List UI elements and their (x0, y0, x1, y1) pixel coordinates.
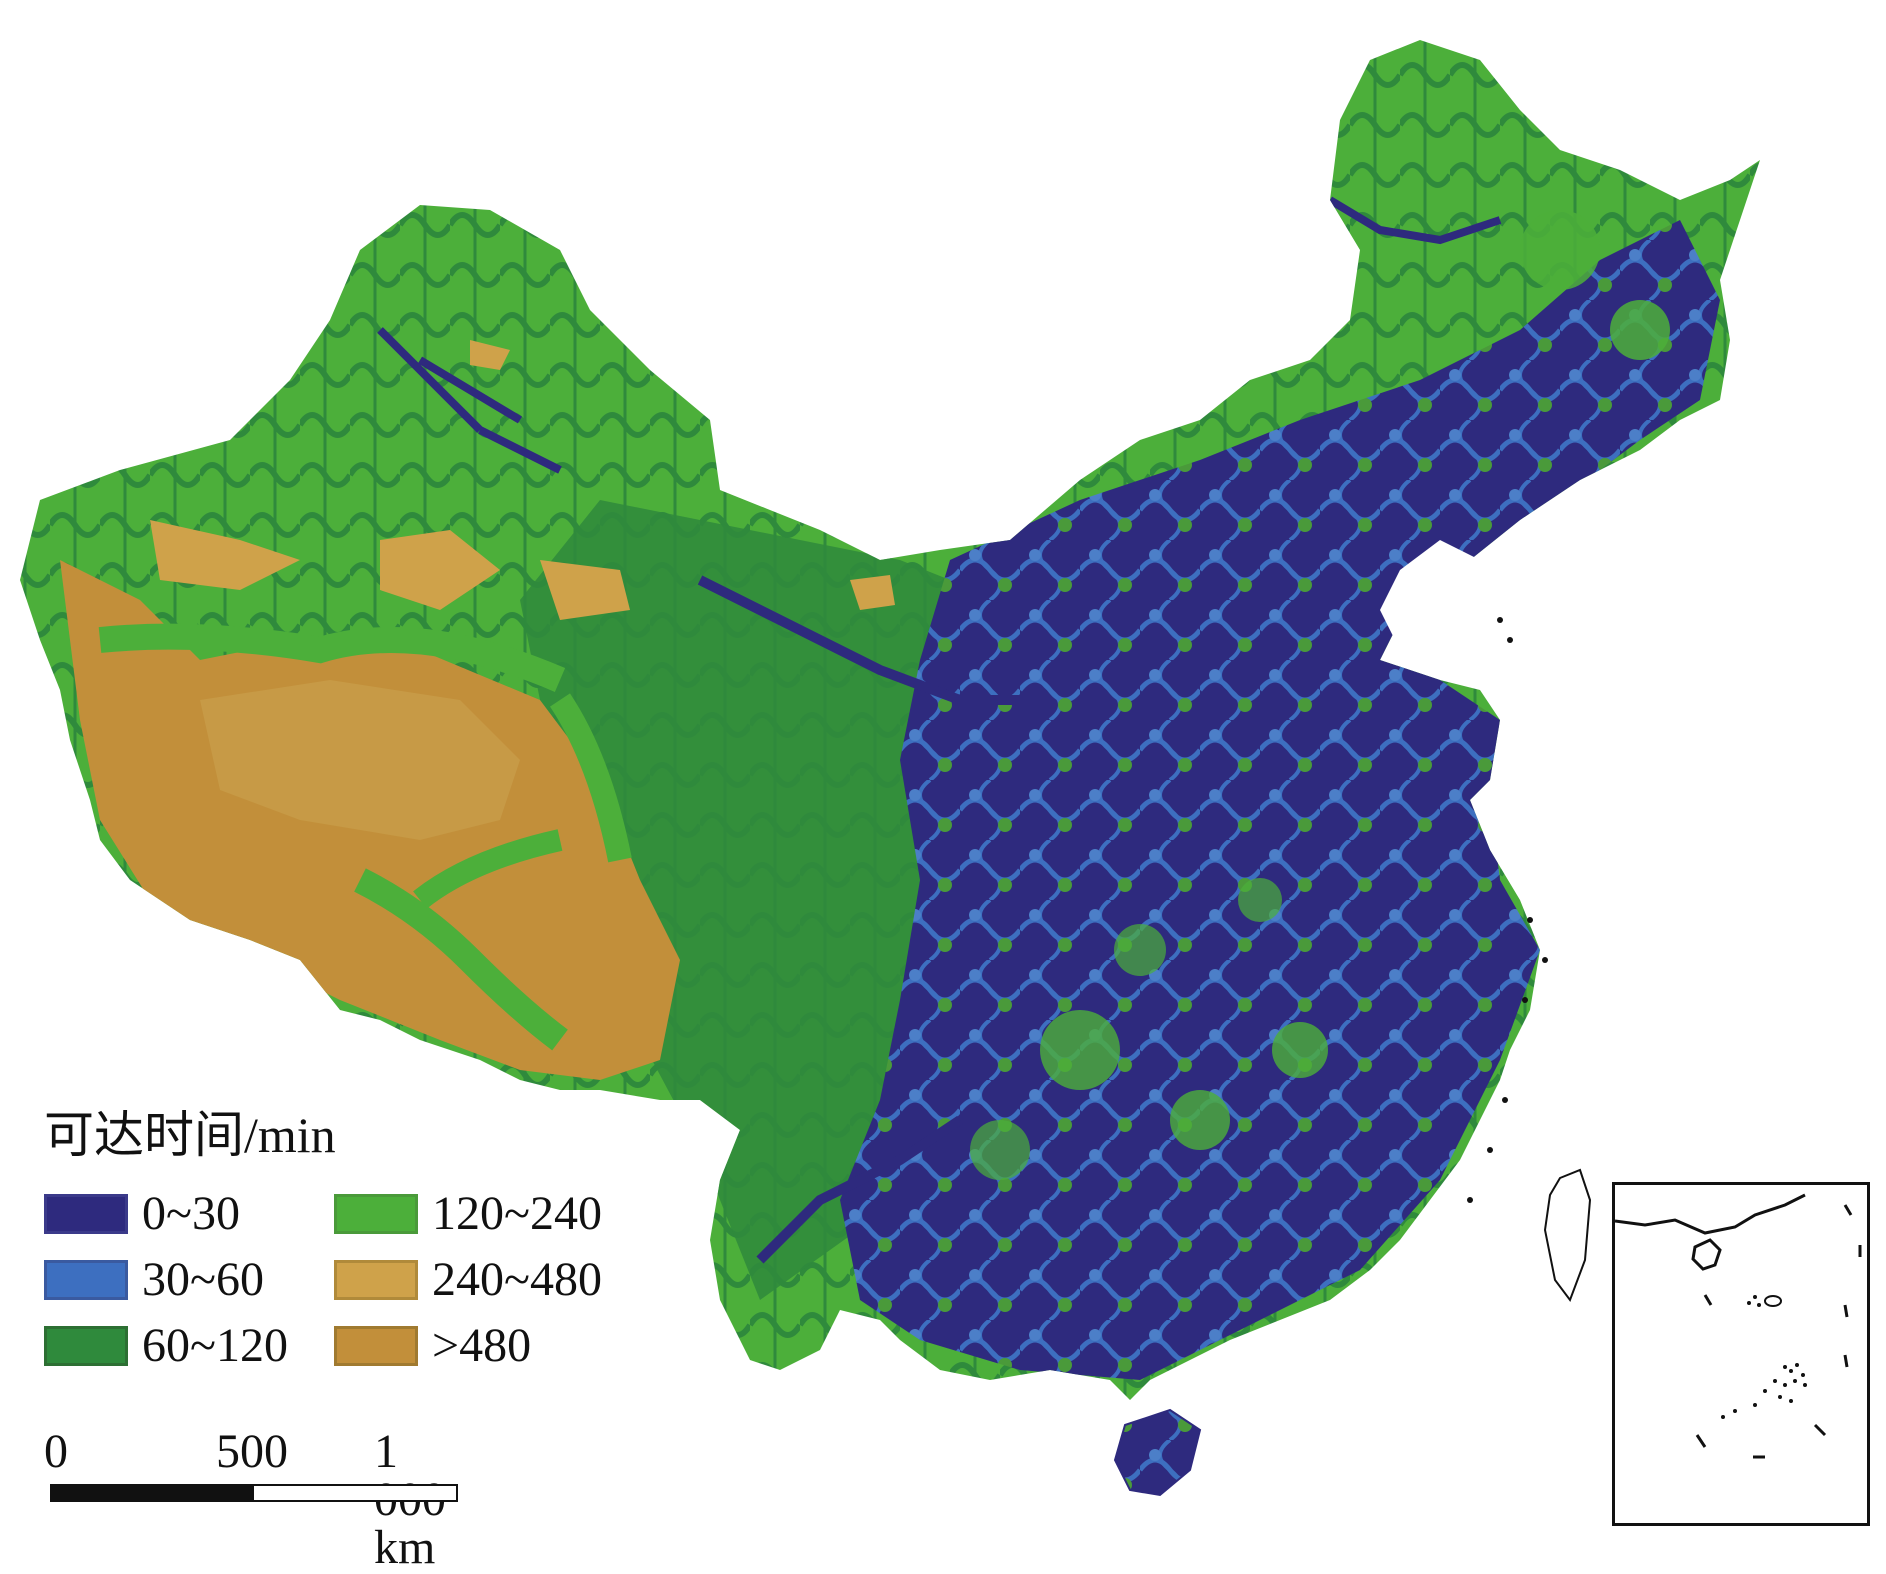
legend-title: 可达时间/min (44, 1107, 336, 1163)
legend-item-120-240: 120~240 (334, 1187, 634, 1240)
qinghai-ochre-patch (850, 575, 895, 610)
legend-swatch-0-30 (44, 1194, 128, 1234)
legend-item-30-60: 30~60 (44, 1253, 334, 1306)
legend-swatch-480-plus (334, 1326, 418, 1366)
bohai-sea (1380, 540, 1500, 670)
northeast-road-line (1327, 196, 1502, 245)
scale-bar-track (50, 1484, 458, 1502)
taiwan-island (1543, 1168, 1592, 1303)
xinjiang-ochre-patch-c (470, 340, 510, 370)
legend-swatch-240-480 (334, 1260, 418, 1300)
scale-label-500: 500 (216, 1425, 288, 1478)
east-green-pocket (1238, 878, 1282, 922)
east-green-pocket (970, 1120, 1030, 1180)
inset-dash-h (1695, 1434, 1707, 1448)
legend-item-240-480: 240~480 (334, 1253, 634, 1306)
legend-swatch-30-60 (44, 1260, 128, 1300)
legend-label-30-60: 30~60 (142, 1253, 264, 1306)
east-dense-network-region (840, 220, 1720, 1380)
legend: 可达时间/min 0~30 120~240 30~60 240~480 60~1… (44, 1107, 684, 1372)
east-green-pocket (1272, 1022, 1328, 1078)
legend-swatch-120-240 (334, 1194, 418, 1234)
inset-island-ring (1764, 1295, 1782, 1307)
xinjiang-ochre-patch-b (540, 560, 630, 620)
tibet-plateau-inner (200, 680, 520, 840)
inset-map-svg (1614, 1193, 1862, 1459)
hainan-island (1113, 1408, 1202, 1497)
scale-bar-fill (52, 1486, 254, 1500)
southwest-road-line (756, 1115, 963, 1264)
inset-coastline (1614, 1193, 1806, 1235)
legend-grid: 0~30 120~240 30~60 240~480 60~120 >480 (44, 1187, 684, 1372)
legend-item-60-120: 60~120 (44, 1319, 334, 1372)
inset-dash-a (1843, 1204, 1853, 1216)
legend-item-480-plus: >480 (334, 1319, 634, 1372)
tibet-green-channel-a (354, 868, 568, 1051)
east-green-pocket (1170, 1090, 1230, 1150)
inset-dash-d (1843, 1304, 1849, 1318)
tibet-green-channel-b (413, 829, 563, 909)
scale-label-0: 0 (44, 1425, 68, 1478)
northeast-green-pocket (1610, 300, 1670, 360)
east-green-pocket (1114, 924, 1166, 976)
tibet-green-channel-c (549, 693, 632, 863)
coastal-islands (1467, 617, 1548, 1203)
scale-bar: 0 500 1 000 km (44, 1425, 464, 1572)
xinjiang-ochre-patch-a (380, 530, 500, 610)
inset-island-cluster (1721, 1295, 1807, 1419)
legend-label-240-480: 240~480 (432, 1253, 602, 1306)
inset-hainan-outline (1691, 1238, 1722, 1271)
legend-label-60-120: 60~120 (142, 1319, 288, 1372)
legend-swatch-60-120 (44, 1326, 128, 1366)
accessibility-map (20, 40, 1760, 1497)
hexi-corridor-road (697, 575, 1040, 705)
taklamakan-region (150, 520, 300, 590)
south-china-sea-inset (1612, 1182, 1870, 1526)
tibet-green-channel-d (98, 623, 566, 692)
inset-dash-c (1703, 1294, 1713, 1306)
legend-label-0-30: 0~30 (142, 1187, 240, 1240)
inset-dash-f (1813, 1423, 1827, 1437)
legend-label-480-plus: >480 (432, 1319, 532, 1372)
legend-item-0-30: 0~30 (44, 1187, 334, 1240)
east-green-pocket (1040, 1010, 1120, 1090)
urumqi-road-hub (377, 327, 562, 474)
legend-label-120-240: 120~240 (432, 1187, 602, 1240)
northeast-green-pocket (1520, 210, 1600, 290)
inset-dash-e (1843, 1354, 1849, 1368)
